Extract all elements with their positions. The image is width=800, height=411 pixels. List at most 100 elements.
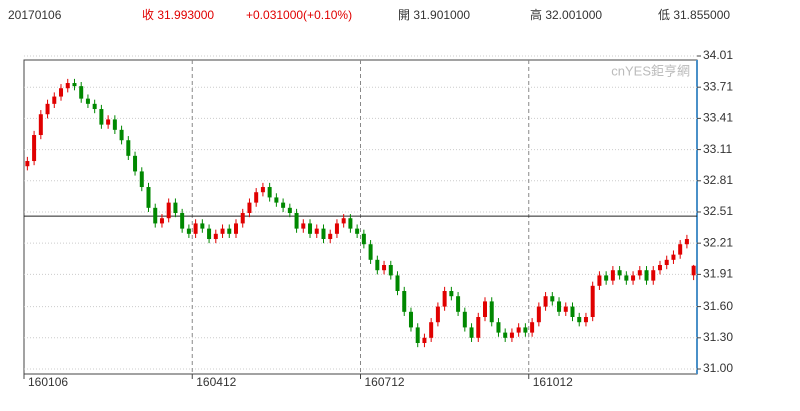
y-tick-label: 31.60: [703, 299, 733, 313]
candle-body: [509, 332, 514, 338]
candle-body: [503, 332, 508, 338]
candle-body: [341, 218, 346, 224]
candle-body: [240, 213, 245, 224]
candle-body: [281, 202, 286, 208]
candle-body: [570, 306, 575, 318]
candle-body: [348, 218, 353, 229]
candle-body: [456, 296, 461, 312]
candle-body: [260, 187, 265, 193]
candle-body: [637, 270, 642, 276]
candle-body: [610, 270, 615, 281]
candle-body: [146, 187, 151, 208]
y-tick-label: 33.11: [703, 142, 732, 156]
candle-body: [119, 129, 124, 141]
candle-body: [631, 275, 636, 281]
x-tick-label: 161012: [533, 375, 573, 389]
candle-body: [543, 296, 548, 307]
candle-body: [213, 233, 218, 240]
candle-body: [415, 327, 420, 344]
candle-body: [583, 317, 588, 323]
candle-body: [193, 223, 198, 234]
candle-body: [388, 265, 393, 276]
candle-body: [334, 223, 339, 234]
y-tick-label: 31.00: [703, 361, 733, 375]
candle-body: [617, 270, 622, 276]
candle-body: [153, 207, 158, 224]
candle-body: [267, 187, 272, 198]
candle-body: [449, 291, 454, 297]
candle-body: [180, 213, 185, 229]
y-tick-label: 33.41: [703, 111, 733, 125]
candle-body: [133, 155, 138, 172]
candle-body: [476, 317, 481, 338]
candle-body: [92, 103, 97, 110]
close: 收 31.993000: [142, 8, 214, 22]
candle-body: [590, 285, 595, 318]
candle-body: [408, 311, 413, 328]
candle-body: [314, 228, 319, 234]
candle-body: [375, 259, 380, 271]
candle-body: [45, 103, 50, 115]
candle-body: [254, 192, 259, 203]
candle-body: [489, 301, 494, 323]
candle-body: [301, 223, 306, 229]
candle-body: [287, 207, 292, 214]
candle-body: [139, 171, 144, 188]
candle-body: [536, 306, 541, 323]
candle-body: [321, 228, 326, 240]
candle-body: [233, 223, 238, 234]
candle-body: [597, 275, 602, 286]
candle-body: [557, 301, 562, 312]
candle-body: [166, 202, 171, 219]
candle-body: [186, 228, 191, 234]
candle-body: [429, 322, 434, 338]
y-tick-label: 34.01: [703, 48, 733, 62]
candle-body: [52, 96, 57, 104]
candle-body: [294, 213, 299, 229]
candle-body: [79, 86, 84, 99]
candle-body: [65, 83, 70, 89]
y-tick-label: 32.21: [703, 235, 733, 249]
candle-body: [368, 244, 373, 260]
candle-body: [671, 254, 676, 260]
open: 開 31.901000: [398, 8, 470, 22]
candle-body: [691, 265, 696, 276]
candle-body: [550, 296, 555, 302]
candle-body: [220, 228, 225, 234]
candle-body: [274, 197, 279, 203]
candle-body: [59, 88, 64, 97]
x-tick-label: 160106: [28, 375, 68, 389]
high: 高 32.001000: [530, 7, 602, 22]
candle-body: [577, 317, 582, 323]
candle-body: [361, 233, 366, 245]
candle-body: [227, 228, 232, 234]
candle-body: [308, 223, 313, 234]
candle-body: [72, 83, 77, 87]
candle-body: [469, 327, 474, 338]
candle-body: [651, 270, 656, 281]
watermark: cnYES鉅亨網: [611, 63, 690, 78]
candle-body: [483, 301, 488, 318]
candle-body: [435, 306, 440, 323]
candle-body: [678, 244, 683, 255]
candle-body: [496, 322, 501, 333]
y-tick-label: 32.81: [703, 173, 733, 187]
candle-body: [355, 228, 360, 234]
candle-body: [328, 233, 333, 240]
candle-body: [32, 135, 37, 162]
candle-body: [664, 259, 669, 266]
candle-body: [112, 119, 117, 130]
candle-body: [684, 239, 689, 245]
candle-body: [200, 223, 205, 229]
change: +0.031000(+0.10%): [246, 8, 352, 22]
candle-body: [644, 270, 649, 281]
candle-body: [85, 98, 90, 104]
candle-body: [173, 202, 178, 214]
candle-body: [99, 109, 104, 125]
candle-body: [523, 327, 528, 333]
candle-body: [207, 228, 212, 240]
candle-body: [442, 291, 447, 307]
candle-body: [624, 275, 629, 281]
candle-body: [38, 114, 43, 136]
candle-body: [106, 119, 111, 125]
